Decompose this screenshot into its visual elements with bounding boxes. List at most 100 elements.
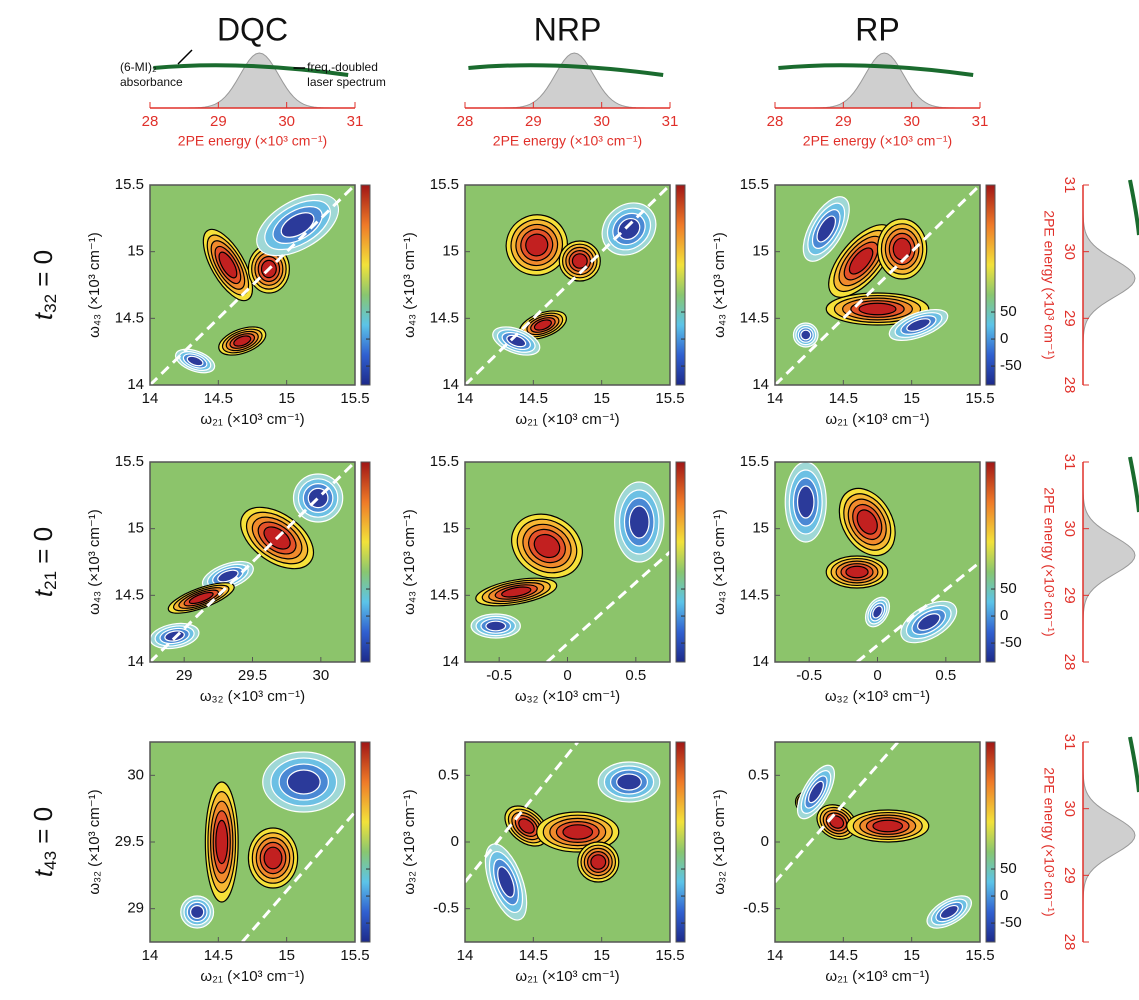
contour-map — [150, 742, 355, 942]
x-tick-label: 14 — [142, 947, 159, 964]
laser-spectrum — [1082, 462, 1136, 662]
contour-map — [775, 742, 980, 942]
x-tick-label: 30 — [278, 113, 295, 130]
contour — [217, 569, 239, 583]
y-tick-label: 15.5 — [740, 176, 769, 193]
contour — [485, 620, 507, 632]
y-tick-label: 30 — [1061, 243, 1078, 260]
x-axis-label: 2PE energy (×10³ cm⁻¹) — [803, 133, 952, 149]
colorbar — [360, 184, 371, 386]
y-tick-label: 15 — [752, 243, 769, 260]
y-tick-label: 29 — [1061, 587, 1078, 604]
contour — [533, 319, 552, 331]
colorbar-tick-label: 0 — [1000, 887, 1008, 904]
contour — [872, 605, 883, 619]
x-tick-label: 14 — [457, 390, 474, 407]
contour — [845, 565, 869, 579]
y-tick-label: 14.5 — [430, 586, 459, 603]
x-axis-label: ω₂₁ (×10³ cm⁻¹) — [515, 968, 619, 985]
absorbance-curve — [1128, 179, 1139, 236]
diagonal — [856, 560, 980, 662]
column-title: NRP — [534, 11, 602, 47]
colorbar — [985, 741, 996, 943]
annotation: (6-MI)₂ — [120, 60, 157, 74]
y-tick-label: 15.5 — [115, 176, 144, 193]
row-label-subscript: 21 — [41, 571, 60, 590]
contour-map — [775, 462, 980, 662]
y-tick-label: 14 — [752, 376, 769, 393]
x-tick-label: 29 — [525, 113, 542, 130]
y-axis-label: ω₄₃ (×10³ cm⁻¹) — [401, 509, 418, 615]
x-tick-label: 29 — [210, 113, 227, 130]
x-tick-label: 15.5 — [965, 947, 994, 964]
contour — [533, 533, 561, 559]
x-tick-label: 29 — [835, 113, 852, 130]
colorbar-tick-label: 50 — [1000, 580, 1017, 597]
laser-spectrum — [1082, 742, 1136, 942]
row-label-symbol: t — [28, 588, 58, 597]
y-tick-label: 31 — [1061, 177, 1078, 194]
y-tick-label: 14.5 — [740, 586, 769, 603]
contour — [562, 824, 594, 840]
contour — [848, 247, 874, 275]
y-tick-label: 15 — [127, 520, 144, 537]
column-title: DQC — [217, 11, 288, 47]
colorbar-tick-label: -50 — [1000, 357, 1022, 374]
y-tick-label: 14.5 — [115, 586, 144, 603]
y-tick-label: 30 — [1061, 800, 1078, 817]
column-title: RP — [855, 11, 899, 47]
row-label-rest: = 0 — [28, 250, 58, 294]
contour-map — [150, 462, 355, 662]
y-tick-label: 14.5 — [740, 309, 769, 326]
contour — [215, 819, 229, 865]
y-tick-label: 29 — [1061, 310, 1078, 327]
contour — [872, 819, 904, 833]
x-tick-label: 28 — [767, 113, 784, 130]
diagonal — [465, 742, 579, 883]
row-label: t43 = 0 — [28, 807, 61, 877]
y-tick-label: 0 — [451, 833, 459, 850]
y-tick-label: 15 — [442, 243, 459, 260]
x-axis-label: ω₂₁ (×10³ cm⁻¹) — [200, 968, 304, 985]
y-tick-label: 14 — [442, 376, 459, 393]
x-tick-label: 15.5 — [655, 947, 684, 964]
y-tick-label: -0.5 — [433, 900, 459, 917]
row-label: t32 = 0 — [28, 250, 61, 320]
contour — [800, 329, 812, 341]
x-axis-label: ω₂₁ (×10³ cm⁻¹) — [515, 411, 619, 428]
x-tick-label: 31 — [972, 113, 989, 130]
x-tick-label: 31 — [347, 113, 364, 130]
y-tick-label: 30 — [1061, 520, 1078, 537]
colorbar — [360, 461, 371, 663]
y-axis-label: 2PE energy (×10³ cm⁻¹) — [1041, 210, 1057, 359]
x-tick-label: 15.5 — [340, 390, 369, 407]
x-tick-label: 28 — [142, 113, 159, 130]
x-tick-label: 15.5 — [655, 390, 684, 407]
x-tick-label: 14.5 — [204, 390, 233, 407]
colorbar — [985, 461, 996, 663]
contour — [917, 613, 941, 631]
contour-map — [465, 462, 670, 662]
colorbar-tick-label: 0 — [1000, 330, 1008, 347]
contour — [939, 904, 959, 920]
x-axis-label: 2PE energy (×10³ cm⁻¹) — [178, 133, 327, 149]
x-tick-label: 15 — [278, 947, 295, 964]
y-axis-label: 2PE energy (×10³ cm⁻¹) — [1041, 487, 1057, 636]
x-tick-label: -0.5 — [796, 667, 822, 684]
y-tick-label: 14 — [127, 653, 144, 670]
colorbar — [360, 741, 371, 943]
x-tick-label: 15 — [593, 947, 610, 964]
row-label-symbol: t — [28, 868, 58, 877]
x-tick-label: 0 — [873, 667, 881, 684]
contour — [188, 591, 214, 605]
y-tick-label: 14.5 — [115, 309, 144, 326]
x-tick-label: 15.5 — [965, 390, 994, 407]
y-tick-label: 31 — [1061, 454, 1078, 471]
y-tick-label: 15.5 — [430, 176, 459, 193]
diagonal — [241, 811, 355, 942]
contour — [518, 818, 535, 834]
y-tick-label: 29 — [1061, 867, 1078, 884]
arrow — [177, 49, 193, 65]
y-tick-label: 29 — [127, 900, 144, 917]
